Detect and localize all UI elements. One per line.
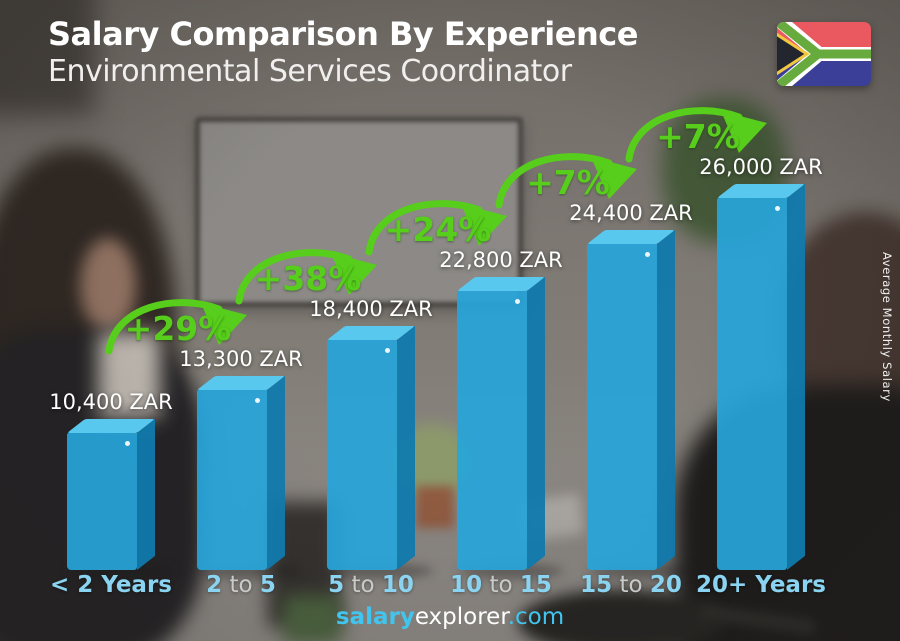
bar-front-face — [717, 198, 787, 570]
bar-side-face — [397, 325, 415, 570]
bar-value-label: 24,400 ZAR — [569, 201, 693, 225]
x-axis-label: 5 to 10 — [328, 572, 414, 598]
percent-increase-label: +24% — [384, 210, 492, 249]
background-shadow-topleft — [0, 0, 95, 115]
header: Salary Comparison By Experience Environm… — [48, 14, 638, 90]
growth-arrow-icon — [621, 103, 775, 163]
bar-side-face — [527, 276, 545, 570]
bar-value-label: 13,300 ZAR — [179, 347, 303, 371]
growth-arrow-icon — [491, 149, 645, 209]
bar-10-to-15[interactable] — [457, 276, 545, 570]
bar-highlight-dot — [775, 206, 780, 211]
percent-increase-label: +7% — [526, 163, 610, 202]
x-axis-label: 20+ Years — [696, 572, 826, 598]
footer-brand-link[interactable]: salaryexplorer.com — [0, 604, 900, 630]
bar-5-to-10[interactable] — [327, 325, 415, 570]
bar-2-to-5[interactable] — [197, 375, 285, 570]
y-axis-label: Average Monthly Salary — [880, 252, 894, 402]
bar-front-face — [327, 340, 397, 570]
bar-highlight-dot — [125, 441, 130, 446]
page-title: Salary Comparison By Experience — [48, 15, 638, 53]
growth-arrow-icon — [231, 245, 385, 305]
background-plant-pot — [416, 486, 454, 528]
bar-front-face — [67, 433, 137, 570]
x-axis-label: 10 to 15 — [450, 572, 552, 598]
page-subtitle: Environmental Services Coordinator — [48, 54, 572, 89]
bar-highlight-dot — [385, 348, 390, 353]
bar-highlight-dot — [515, 299, 520, 304]
bar-front-face — [197, 390, 267, 570]
bar-side-face — [787, 183, 805, 570]
bar-front-face — [587, 244, 657, 570]
percent-increase-label: +38% — [254, 259, 362, 298]
growth-arrow-icon — [101, 295, 255, 355]
background-dark-object-footer — [518, 590, 723, 641]
bar-value-label: 26,000 ZAR — [699, 155, 823, 179]
bar-15-to-20[interactable] — [587, 229, 675, 570]
x-axis-label: < 2 Years — [50, 572, 172, 598]
brand-salary: salary — [335, 604, 415, 630]
bar-side-face — [267, 375, 285, 570]
bar-20+-years[interactable] — [717, 183, 805, 570]
brand-explorer: explorer — [414, 604, 508, 630]
bar-side-face — [137, 418, 155, 570]
x-axis-label: 15 to 20 — [580, 572, 682, 598]
bar-highlight-dot — [645, 252, 650, 257]
bar-value-label: 22,800 ZAR — [439, 248, 563, 272]
percent-increase-label: +29% — [124, 309, 232, 348]
bar--2-years[interactable] — [67, 418, 155, 570]
bar-highlight-dot — [255, 398, 260, 403]
bar-value-label: 10,400 ZAR — [49, 390, 173, 414]
brand-dotcom: .com — [507, 604, 565, 630]
south-africa-flag-icon — [777, 22, 871, 90]
x-axis-label: 2 to 5 — [206, 572, 276, 598]
background-green-blur-footer — [283, 596, 341, 641]
percent-increase-label: +7% — [656, 117, 740, 156]
growth-arrow-icon — [361, 196, 515, 256]
bar-value-label: 18,400 ZAR — [309, 297, 433, 321]
bar-front-face — [457, 291, 527, 570]
bar-side-face — [657, 229, 675, 570]
